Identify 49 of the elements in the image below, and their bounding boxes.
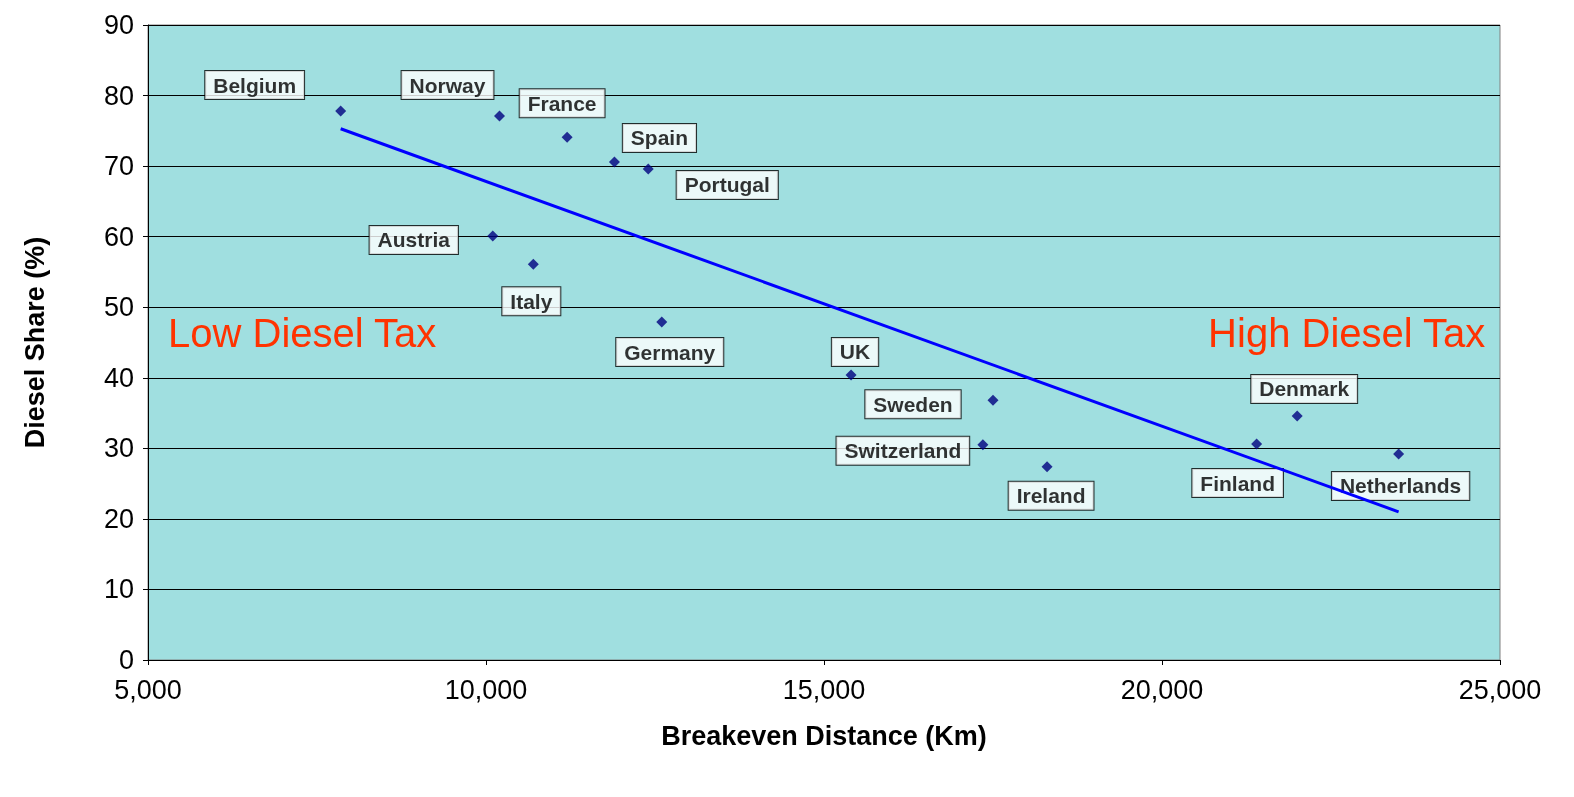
point [561,131,573,143]
data-label: Austria [377,228,451,252]
annotation: Low Diesel Tax [168,311,437,355]
y-tick-label: 70 [103,151,134,182]
data-label: Netherlands [1339,474,1462,498]
y-tick-label: 80 [103,80,134,111]
y-tick-label: 30 [103,433,134,464]
data-label: Germany [624,340,716,364]
x-axis-title: Breakeven Distance (Km) [661,720,987,751]
y-tick-label: 60 [103,221,134,252]
point [1291,410,1303,422]
data-label: Finland [1200,471,1275,495]
data-label: Sweden [873,392,953,416]
point [1393,448,1405,460]
y-axis-title: Diesel Share (%) [19,236,50,449]
data-label: Italy [510,289,553,313]
y-tick-label: 40 [103,362,134,393]
point [845,369,857,381]
annotation: High Diesel Tax [1208,311,1486,355]
point [1041,461,1053,473]
y-tick-label: 0 [118,645,134,675]
point [642,163,654,175]
data-label: Spain [630,126,689,150]
y-tick-label: 10 [103,574,134,605]
point [656,316,668,328]
data-label: Portugal [684,173,770,197]
point [977,439,989,451]
data-label: Denmark [1259,377,1350,401]
data-label: Switzerland [844,439,962,463]
point [527,258,539,270]
x-tick-label: 10,000 [444,674,528,705]
y-tick-label: 20 [103,503,134,534]
data-label: France [527,91,597,115]
x-tick-label: 5,000 [114,674,182,705]
point [608,156,620,168]
x-tick-label: 25,000 [1458,674,1542,705]
data-label: Belgium [213,73,297,97]
point [987,394,999,406]
data-label: Ireland [1016,484,1086,508]
x-tick-label: 20,000 [1120,674,1204,705]
data-label: Norway [409,73,486,97]
y-tick-label: 90 [103,10,134,40]
y-tick-label: 50 [103,292,134,323]
point [335,105,347,117]
point [1251,438,1263,450]
x-tick-label: 15,000 [782,674,866,705]
point [494,110,506,122]
data-label: UK [839,340,871,364]
point [487,230,499,242]
